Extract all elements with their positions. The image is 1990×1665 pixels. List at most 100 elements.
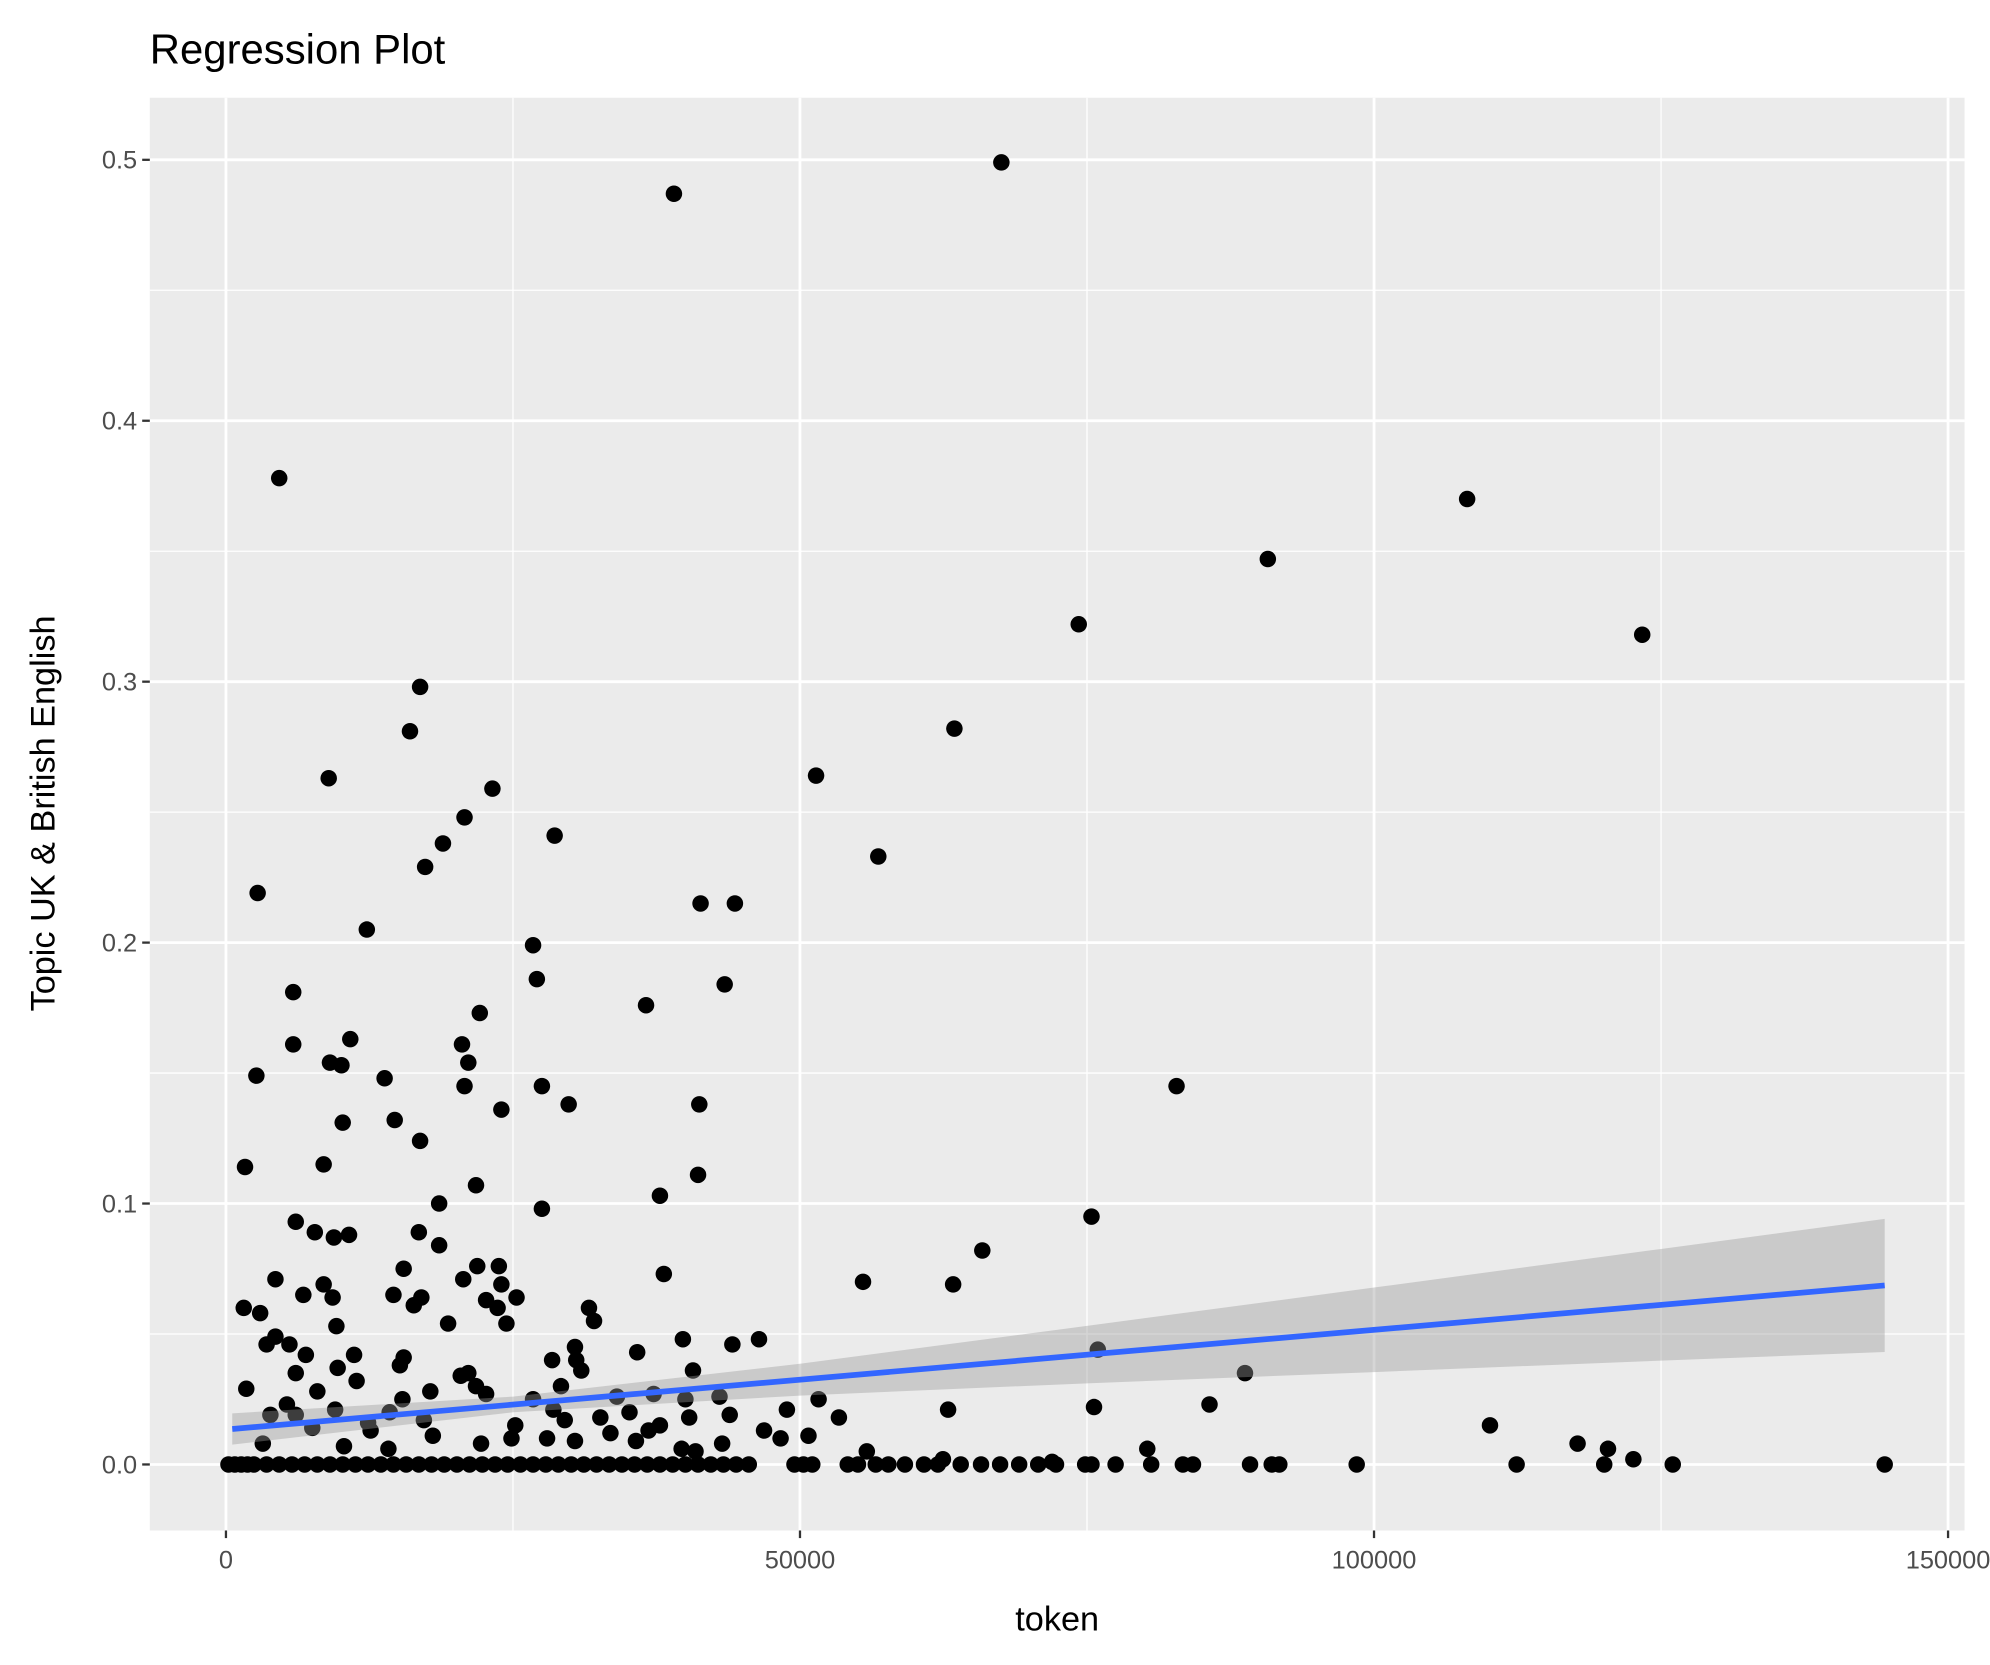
point (673, 1440, 690, 1458)
point (324, 1289, 341, 1306)
point (297, 1346, 315, 1364)
point (270, 469, 288, 487)
x-axis-title: token (1015, 1601, 1099, 1639)
y-tick-label: 0.4 (102, 408, 137, 436)
point (1481, 1417, 1499, 1434)
point (800, 1427, 817, 1445)
point (1633, 626, 1651, 643)
point (1458, 490, 1476, 508)
point (687, 1443, 704, 1460)
point (439, 1315, 457, 1332)
point (498, 1315, 515, 1332)
y-tick-label: 0.1 (102, 1190, 137, 1218)
point (637, 996, 655, 1014)
point (238, 1380, 255, 1398)
point (410, 1456, 428, 1473)
point (552, 1377, 570, 1395)
point (423, 1456, 440, 1473)
point (248, 1067, 265, 1084)
point (651, 1187, 669, 1204)
point (328, 1317, 345, 1335)
point (489, 1299, 506, 1317)
point (1083, 1456, 1100, 1473)
point (1083, 1208, 1100, 1225)
point (249, 884, 266, 902)
point (270, 1456, 288, 1473)
point (556, 1411, 573, 1429)
point (575, 1456, 593, 1473)
point (628, 1344, 646, 1361)
point (430, 1195, 448, 1212)
point (807, 767, 825, 784)
point (830, 1409, 848, 1426)
point (411, 678, 429, 696)
point (358, 921, 376, 938)
point (721, 1406, 738, 1424)
point (490, 1257, 508, 1275)
point (858, 1443, 876, 1460)
point (677, 1390, 694, 1408)
point (315, 1276, 332, 1293)
point (493, 1276, 510, 1293)
point (295, 1286, 312, 1304)
point (1085, 1398, 1103, 1416)
point (284, 1036, 302, 1053)
point (340, 1226, 358, 1244)
point (939, 1401, 957, 1418)
point (585, 1312, 603, 1330)
point (325, 1229, 343, 1246)
x-tick-label: 0 (219, 1547, 233, 1575)
point (394, 1390, 411, 1408)
point (573, 1362, 590, 1379)
point (309, 1383, 326, 1400)
point (333, 1056, 350, 1074)
point (1236, 1364, 1254, 1382)
point (507, 1417, 524, 1434)
point (1876, 1456, 1893, 1473)
point (334, 1456, 351, 1473)
point (972, 1456, 990, 1473)
point (804, 1456, 821, 1473)
point (1664, 1456, 1682, 1473)
point (680, 1409, 698, 1426)
point (524, 1456, 542, 1473)
point (566, 1432, 584, 1450)
point (348, 1372, 365, 1390)
point (281, 1336, 298, 1353)
point (1348, 1456, 1365, 1473)
point (467, 1177, 485, 1194)
point (386, 1111, 403, 1129)
point (778, 1401, 796, 1418)
point (896, 1456, 914, 1473)
point (455, 1270, 472, 1288)
point (342, 1030, 359, 1048)
point (372, 1456, 390, 1473)
point (469, 1257, 486, 1275)
point (537, 1456, 555, 1473)
point (592, 1409, 609, 1426)
point (1047, 1456, 1065, 1473)
point (434, 835, 452, 852)
point (810, 1390, 827, 1408)
point (1625, 1450, 1642, 1468)
point (435, 1456, 453, 1473)
regression-line (232, 1282, 1885, 1432)
point (397, 1456, 415, 1473)
point (664, 1456, 681, 1473)
point (655, 1265, 673, 1283)
point (755, 1422, 773, 1439)
point (726, 895, 744, 912)
point (684, 1362, 702, 1379)
point (296, 1456, 313, 1473)
point (621, 1404, 638, 1421)
point (1070, 616, 1087, 633)
point (258, 1456, 275, 1473)
point (640, 1422, 657, 1439)
point (566, 1338, 584, 1356)
point (691, 1096, 708, 1113)
y-tick-label: 0.2 (102, 929, 137, 957)
point (665, 185, 683, 202)
point (258, 1336, 275, 1353)
point (713, 1435, 731, 1452)
